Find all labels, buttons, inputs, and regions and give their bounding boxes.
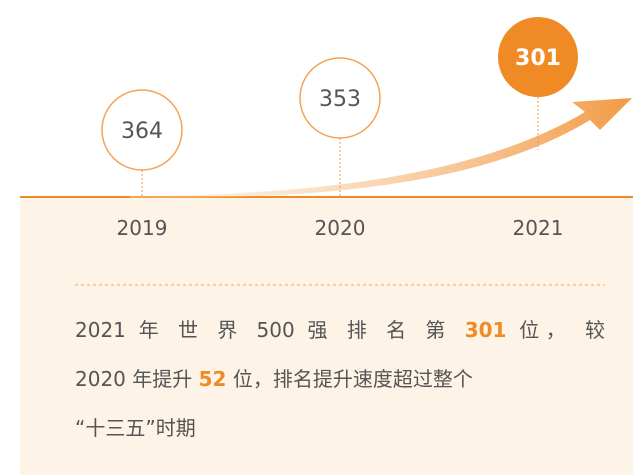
node-circle bbox=[299, 57, 381, 139]
text-line: 2020 年提升 52 位，排名提升速度超过整个 bbox=[75, 359, 605, 408]
node-circle bbox=[498, 17, 578, 97]
panel bbox=[20, 197, 633, 475]
text-line: 2021 年 世 界 500 强 排 名 第 301 位， 较 bbox=[75, 310, 605, 359]
rank: 353 bbox=[319, 87, 361, 112]
node-circle bbox=[101, 89, 183, 171]
trend-arrow bbox=[130, 98, 632, 199]
year: 2020 bbox=[315, 216, 366, 240]
rank: 364 bbox=[121, 119, 163, 144]
year: 2019 bbox=[117, 216, 168, 240]
highlight: 52 bbox=[198, 367, 227, 391]
text-line: “十三五”时期 bbox=[75, 408, 605, 457]
year: 2021 bbox=[513, 216, 564, 240]
description: 2021 年 世 界 500 强 排 名 第 301 位， 较 2020 年提升… bbox=[75, 310, 605, 457]
text: “十三五”时期 bbox=[75, 416, 196, 440]
text: 位， 较 bbox=[506, 318, 605, 342]
text: 位，排名提升速度超过整个 bbox=[226, 367, 473, 391]
highlight: 301 bbox=[464, 318, 507, 342]
rank: 301 bbox=[515, 46, 561, 71]
text: 2020 年提升 bbox=[75, 367, 199, 391]
text: 2021 年 世 界 500 强 排 名 第 bbox=[75, 318, 465, 342]
